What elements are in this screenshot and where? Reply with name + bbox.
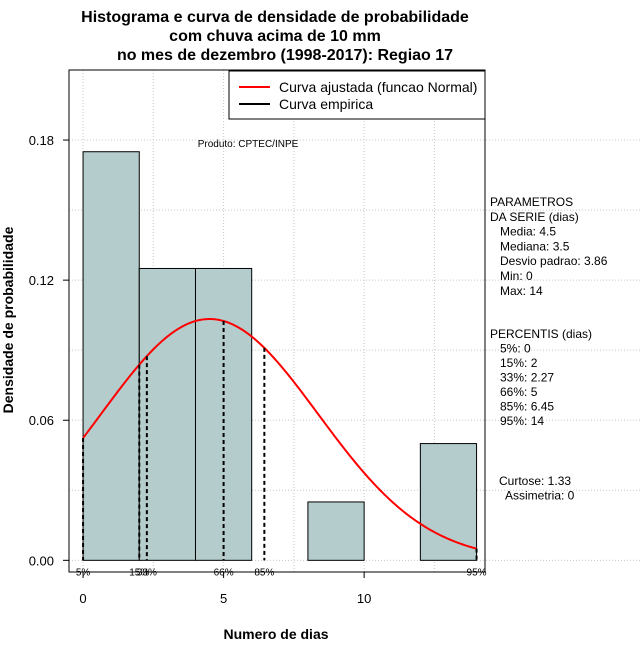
percentile-label-85pct: 85%: [254, 567, 274, 578]
legend: Curva ajustada (funcao Normal) Curva emp…: [228, 70, 486, 120]
percentiles-line: 15%: 2: [490, 356, 538, 370]
chart-title-line-1: Histograma e curva de densidade de proba…: [81, 9, 469, 26]
shape-stats-line: Assimetria: 0: [499, 489, 575, 503]
legend-fitted-label: Curva ajustada (funcao Normal): [279, 79, 477, 95]
shape-stats-line: Curtose: 1.33: [499, 474, 571, 488]
parameters-line: Media: 4.5: [490, 225, 556, 239]
x-tick-label: 0: [79, 591, 86, 606]
histogram-bar: [307, 501, 365, 561]
legend-box: [228, 70, 486, 120]
histogram-bar: [82, 151, 140, 561]
normal-fit-curve: [82, 318, 477, 550]
parameters-line: DA SERIE (dias): [490, 210, 579, 224]
percentiles-line: 66%: 5: [490, 385, 538, 399]
bars-layer: [82, 151, 478, 561]
x-tick-label: 10: [357, 591, 371, 606]
y-tick-label: 0.18: [29, 133, 54, 148]
curve-layer: [82, 318, 477, 550]
legend-empirical-label: Curva empirica: [279, 96, 373, 112]
percentile-label-95pct: 95%: [467, 567, 487, 578]
x-axis-label: Numero de dias: [223, 626, 328, 642]
parameters-line: Min: 0: [490, 269, 533, 283]
x-tick-label: 5: [220, 591, 227, 606]
parameters-line: Max: 14: [490, 284, 543, 298]
parameters-line: Mediana: 3.5: [490, 239, 570, 253]
shape-stats-block: Curtose: 1.33 Assimetria: 0: [499, 474, 575, 503]
percentiles-block: PERCENTIS (dias) 5%: 0 15%: 2 33%: 2.27 …: [490, 327, 592, 428]
parameters-line: PARAMETROS: [490, 195, 573, 209]
percentiles-line: 33%: 2.27: [490, 371, 554, 385]
plot-frame: [68, 69, 486, 573]
percentiles-line: 5%: 0: [490, 342, 531, 356]
y-tick-label: 0.06: [29, 413, 54, 428]
chart-title-line-3: no mes de dezembro (1998-2017): Regiao 1…: [117, 47, 453, 64]
axes-layer: 0 5 10 0.00 0.06 0.12 0.18: [29, 133, 372, 606]
y-tick-label: 0.00: [29, 553, 54, 568]
percentiles-line: PERCENTIS (dias): [490, 327, 592, 341]
histogram-bar: [419, 443, 478, 561]
percentiles-line: 85%: 6.45: [490, 400, 554, 414]
parameters-line: Desvio padrao: 3.86: [490, 254, 608, 268]
chart-title-line-2: com chuva acima de 10 mm: [169, 28, 381, 45]
producer-note: Produto: CPTEC/INPE: [198, 139, 299, 150]
y-axis-label: Densidade de probabilidade: [0, 226, 16, 413]
percentile-label-15pct: 15%: [129, 567, 149, 578]
percentiles-line: 95%: 14: [490, 414, 544, 428]
percentile-label-33pct: 33%: [137, 567, 157, 578]
y-tick-label: 0.12: [29, 273, 54, 288]
